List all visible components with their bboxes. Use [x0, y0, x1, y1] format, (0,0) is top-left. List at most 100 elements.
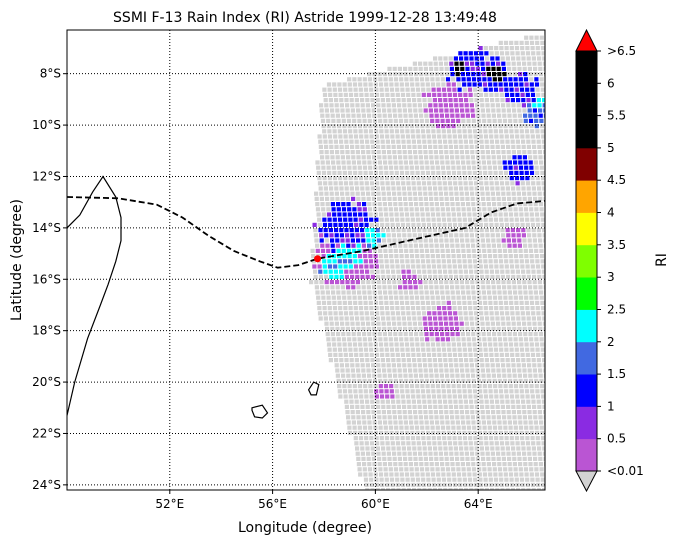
swath-cell	[518, 207, 523, 212]
swath-cell	[461, 290, 466, 295]
swath-cell	[326, 124, 331, 129]
swath-cell	[373, 430, 379, 435]
swath-cell	[365, 233, 370, 238]
swath-cell	[387, 238, 392, 243]
swath-cell	[496, 196, 501, 201]
swath-cell	[447, 436, 452, 441]
swath-cell	[368, 295, 373, 300]
swath-cell	[322, 134, 327, 139]
swath-cell	[404, 384, 409, 389]
swath-cell	[383, 124, 389, 129]
swath-cell	[383, 425, 388, 430]
swath-cell	[488, 306, 494, 311]
swath-cell	[316, 300, 321, 305]
swath-cell	[464, 451, 469, 456]
swath-cell	[539, 207, 544, 212]
swath-cell	[537, 186, 542, 191]
swath-cell	[394, 259, 400, 264]
swath-cell	[512, 155, 517, 160]
swath-cell	[438, 61, 443, 66]
swath-cell	[369, 352, 374, 357]
swath-cell	[486, 368, 491, 373]
swath-cell	[464, 56, 469, 61]
swath-cell	[435, 378, 440, 383]
swath-cell	[477, 254, 482, 259]
swath-cell	[434, 113, 439, 118]
swath-cell	[474, 56, 479, 61]
swath-cell	[323, 139, 328, 144]
swath-cell	[507, 462, 512, 467]
swath-cell	[450, 160, 455, 165]
swath-cell	[329, 274, 334, 279]
swath-cell	[383, 165, 388, 170]
swath-cell	[325, 202, 330, 207]
swath-cell	[459, 410, 464, 415]
swath-cell	[429, 155, 434, 160]
swath-cell	[520, 222, 525, 227]
swath-cell	[385, 311, 390, 316]
swath-cell	[428, 404, 433, 409]
swath-cell	[345, 103, 350, 108]
swath-cell	[328, 228, 333, 233]
swath-cell	[526, 404, 531, 409]
swath-cell	[393, 160, 398, 165]
swath-cell	[543, 113, 545, 118]
swath-cell	[372, 285, 377, 290]
swath-cell	[508, 77, 513, 82]
swath-cell	[510, 352, 515, 357]
swath-cell	[516, 233, 521, 238]
swath-cell	[516, 186, 521, 191]
swath-cell	[358, 300, 363, 305]
swath-cell	[390, 264, 395, 269]
swath-cell	[520, 482, 525, 487]
swath-cell	[501, 368, 506, 373]
swath-cell	[331, 118, 336, 123]
swath-cell	[529, 40, 535, 45]
swath-cell	[526, 139, 531, 144]
swath-cell	[537, 316, 542, 321]
swath-cell	[530, 394, 535, 399]
swath-cell	[446, 259, 452, 264]
swath-cell	[352, 165, 357, 170]
swath-cell	[429, 243, 434, 248]
swath-cell	[385, 269, 390, 274]
swath-cell	[492, 77, 497, 82]
swath-cell	[434, 415, 439, 420]
swath-cell	[360, 316, 365, 321]
swath-cell	[424, 160, 429, 165]
swath-cell	[420, 170, 425, 175]
swath-cell	[338, 176, 343, 181]
swath-cell	[456, 472, 462, 477]
swath-cell	[439, 410, 444, 415]
swath-cell	[404, 425, 409, 430]
swath-cell	[413, 155, 418, 160]
swath-cell	[327, 129, 332, 134]
swath-cell	[515, 92, 520, 97]
swath-cell	[502, 248, 508, 253]
swath-cell	[505, 358, 510, 363]
swath-cell	[521, 488, 526, 490]
swath-cell	[341, 378, 346, 383]
swath-cell	[379, 259, 384, 264]
swath-cell	[368, 425, 373, 430]
swath-cell	[491, 196, 496, 201]
swath-cell	[441, 384, 446, 389]
swath-cell	[437, 399, 442, 404]
swath-cell	[331, 337, 336, 342]
swath-cell	[325, 332, 330, 337]
swath-cell	[512, 456, 517, 461]
swath-cell	[443, 363, 448, 368]
swath-cell	[369, 441, 375, 446]
swath-cell	[352, 212, 358, 217]
swath-cell	[400, 134, 405, 139]
swath-cell	[537, 451, 542, 456]
swath-cell	[387, 415, 392, 420]
swath-cell	[463, 134, 468, 139]
swath-cell	[386, 191, 391, 196]
swath-cell	[376, 144, 381, 149]
swath-cell	[418, 191, 423, 196]
swath-cell	[412, 233, 417, 238]
swath-cell	[493, 170, 498, 175]
swath-cell	[423, 456, 428, 461]
swath-cell	[536, 352, 541, 357]
